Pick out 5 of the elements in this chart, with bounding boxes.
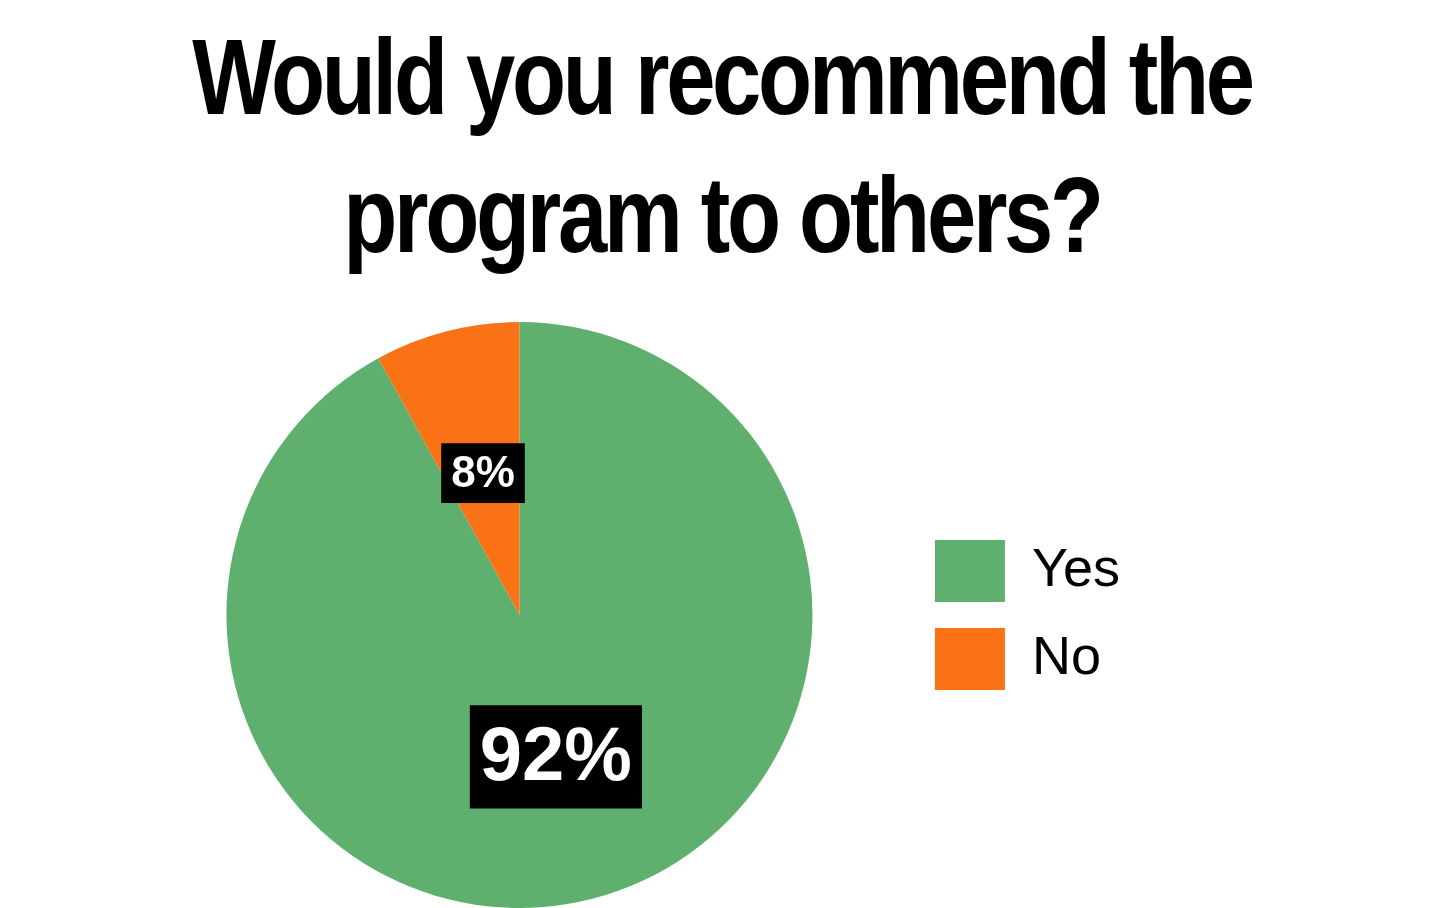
- data-label: 92%: [479, 710, 632, 796]
- legend-label: No: [1031, 624, 1101, 685]
- legend-label: Yes: [1031, 536, 1120, 597]
- chart-title: Would you recommend the program to others?: [191, 15, 1253, 277]
- data-label: 8%: [451, 447, 515, 497]
